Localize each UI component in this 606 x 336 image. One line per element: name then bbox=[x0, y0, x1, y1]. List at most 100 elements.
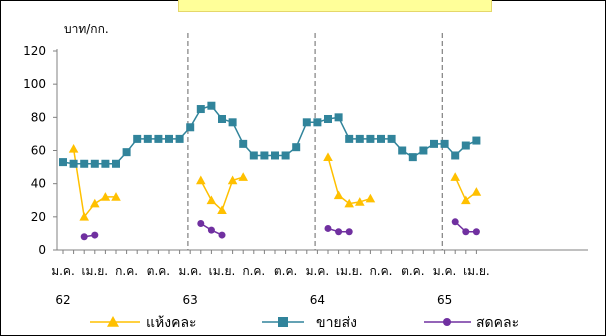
data-point bbox=[323, 152, 333, 161]
y-tick-label: 120 bbox=[23, 44, 46, 58]
x-tick-label: ม.ค. bbox=[433, 264, 457, 278]
series-0 bbox=[68, 144, 482, 221]
data-point bbox=[335, 228, 343, 236]
data-point bbox=[100, 192, 111, 201]
x-tick-label: ม.ค. bbox=[51, 264, 75, 278]
y-tick-label: 80 bbox=[31, 110, 46, 124]
data-point bbox=[333, 190, 344, 200]
data-point bbox=[197, 219, 205, 227]
legend-label: ขายส่ง bbox=[316, 315, 357, 331]
x-tick-label: เม.ย. bbox=[336, 264, 363, 278]
data-point bbox=[377, 134, 385, 143]
data-point bbox=[471, 187, 482, 196]
y-tick-label: 0 bbox=[38, 243, 46, 257]
data-point bbox=[186, 123, 195, 132]
x-tick-label: ต.ค. bbox=[401, 264, 424, 278]
data-point bbox=[398, 146, 407, 155]
series-2 bbox=[80, 218, 480, 241]
data-point bbox=[217, 205, 227, 215]
y-tick-label: 60 bbox=[31, 144, 46, 158]
data-point bbox=[271, 151, 279, 160]
year-label: 63 bbox=[183, 293, 198, 307]
legend-item: แห้งคละ bbox=[90, 315, 197, 331]
data-point bbox=[281, 151, 290, 160]
data-point bbox=[239, 139, 248, 148]
data-point bbox=[387, 134, 396, 143]
series-line bbox=[200, 176, 244, 212]
data-point bbox=[451, 218, 459, 226]
year-dividers bbox=[187, 33, 443, 250]
data-point bbox=[196, 175, 206, 185]
data-point bbox=[238, 172, 248, 181]
legend-marker bbox=[278, 317, 288, 327]
data-point bbox=[430, 139, 438, 148]
data-point bbox=[472, 136, 481, 145]
data-point bbox=[249, 151, 258, 160]
data-point bbox=[366, 134, 375, 143]
tick-labels: 0 20 40 60 80 100 120 ม.ค. เม.ย. ก.ค. ต.ค. ม.ค. เม.ย… bbox=[23, 44, 490, 307]
data-point bbox=[344, 198, 354, 208]
data-point bbox=[345, 134, 354, 143]
data-point bbox=[408, 153, 417, 162]
data-point bbox=[196, 105, 205, 114]
data-point bbox=[111, 192, 121, 201]
data-point bbox=[450, 172, 460, 181]
data-point bbox=[80, 233, 88, 241]
data-point bbox=[101, 159, 110, 168]
year-label: 65 bbox=[437, 293, 452, 307]
x-tick-label: ก.ค. bbox=[370, 264, 393, 278]
legend-item: ขายส่ง bbox=[262, 315, 357, 331]
x-tick-label: ม.ค. bbox=[306, 264, 330, 278]
y-tick-label: 20 bbox=[31, 210, 46, 224]
data-point bbox=[165, 134, 173, 143]
year-label: 62 bbox=[55, 293, 70, 307]
data-point bbox=[228, 118, 237, 127]
data-point bbox=[218, 114, 226, 123]
data-point bbox=[206, 195, 217, 205]
data-point bbox=[154, 134, 163, 143]
legend-label: แห้งคละ bbox=[146, 315, 197, 331]
data-point bbox=[472, 228, 480, 236]
data-point bbox=[207, 226, 215, 234]
series-line bbox=[327, 156, 371, 205]
data-point bbox=[324, 114, 332, 123]
data-point bbox=[292, 143, 301, 152]
y-tick-label: 40 bbox=[31, 177, 46, 191]
data-point bbox=[122, 148, 131, 157]
data-point bbox=[175, 134, 184, 143]
x-tick-label: ก.ค. bbox=[242, 264, 265, 278]
data-point bbox=[218, 231, 226, 239]
legend-label: สดคละ bbox=[476, 315, 519, 331]
legend-marker bbox=[107, 316, 119, 327]
data-point bbox=[80, 159, 89, 168]
data-point bbox=[345, 228, 353, 236]
data-point bbox=[461, 141, 470, 150]
x-tick-label: ต.ค. bbox=[274, 264, 297, 278]
data-point bbox=[143, 134, 152, 143]
data-point bbox=[419, 146, 428, 155]
legend-marker bbox=[443, 318, 451, 326]
x-tick-label: เม.ย. bbox=[463, 264, 490, 278]
legend-item: สดคละ bbox=[424, 315, 519, 331]
x-tick-label: เม.ย. bbox=[81, 264, 108, 278]
data-point bbox=[112, 159, 120, 168]
series-line bbox=[62, 104, 477, 165]
data-point bbox=[207, 101, 216, 110]
data-point bbox=[462, 228, 470, 236]
data-point bbox=[355, 134, 364, 143]
y-unit-label: บาท/กก. bbox=[64, 22, 109, 36]
axes bbox=[53, 49, 588, 254]
x-tick-label: ม.ค. bbox=[178, 264, 202, 278]
x-tick-label: ต.ค. bbox=[147, 264, 170, 278]
data-point bbox=[91, 231, 99, 239]
data-point bbox=[365, 193, 376, 203]
data-point bbox=[334, 113, 343, 122]
x-tick-label: เม.ย. bbox=[209, 264, 236, 278]
data-point bbox=[79, 212, 89, 221]
data-point bbox=[324, 224, 332, 232]
x-tick-label: ก.ค. bbox=[115, 264, 138, 278]
title-banner bbox=[178, 0, 492, 12]
data-point bbox=[133, 134, 142, 143]
data-point bbox=[90, 159, 99, 168]
